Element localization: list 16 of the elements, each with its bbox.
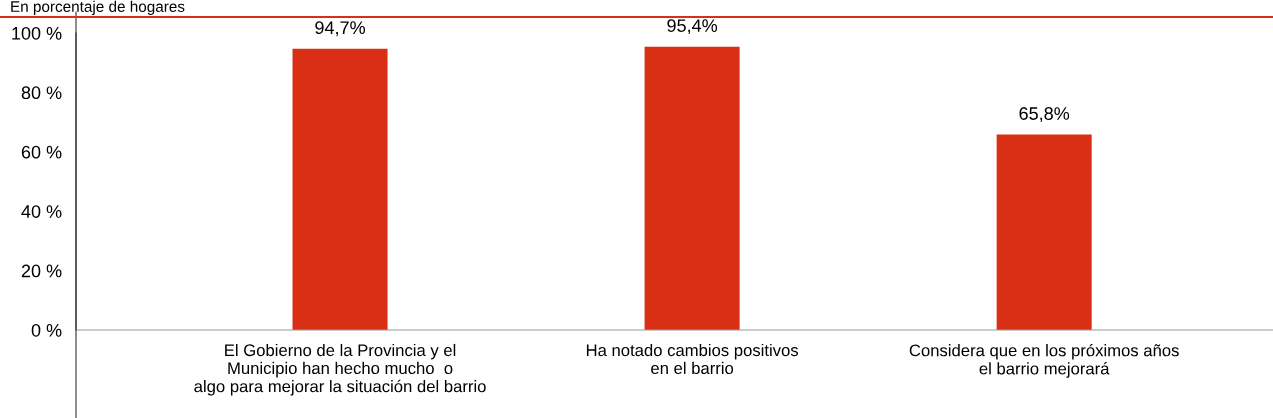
x-tick-label: Ha notado cambios positivos en el barrio xyxy=(586,343,799,375)
bar xyxy=(996,134,1092,330)
data-label: 95,4% xyxy=(667,19,718,35)
y-tick-label: 0 % xyxy=(31,323,62,337)
x-tick-label: El Gobierno de la Provincia y el Municipio han hecho mucho o algo para mejorar la situación del barrio xyxy=(194,343,486,396)
y-tick-label: 40 % xyxy=(21,205,62,218)
y-tick-label: 20 % xyxy=(21,264,62,278)
data-label: 94,7% xyxy=(315,21,365,37)
chart-subtitle: En porcentaje de hogares xyxy=(11,0,185,15)
y-tick-label: 80 % xyxy=(21,86,62,100)
bar xyxy=(292,48,388,330)
data-label: 65,8% xyxy=(1019,107,1070,123)
x-tick-label: Considera que en los próximos años el barrio mejorará xyxy=(909,343,1179,378)
y-tick-label: 60 % xyxy=(21,145,62,159)
y-tick-label: 100 % xyxy=(12,26,62,40)
bar xyxy=(644,46,740,330)
